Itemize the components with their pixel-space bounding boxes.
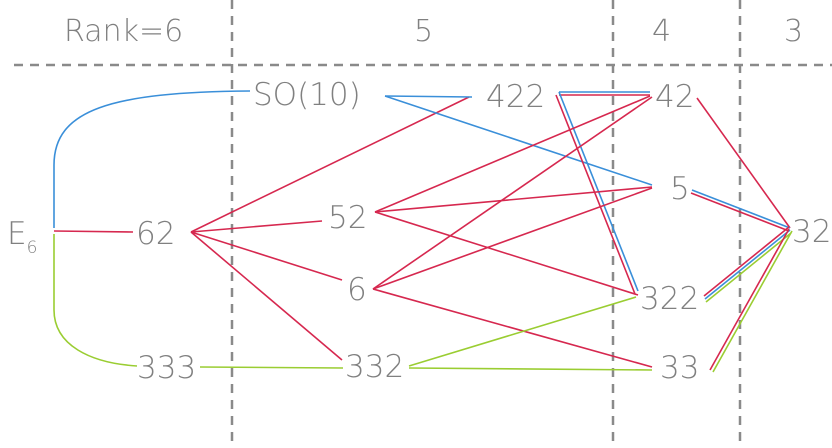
edge-5-32-red [690, 192, 790, 232]
rank-header-6: Rank=6 [64, 14, 183, 49]
edge-so10-422 [384, 95, 473, 98]
edge-62-52 [190, 220, 323, 233]
edge-6-42 [372, 96, 653, 290]
edge-322-32-red [703, 226, 790, 297]
rank-header-5: 5 [414, 14, 433, 49]
edge-332-322 [408, 296, 637, 367]
rank-header-3: 3 [784, 14, 803, 49]
edge-6-33 [372, 288, 653, 368]
grid-lines [14, 0, 832, 448]
edge-e6-62 [53, 230, 134, 233]
edge-33-32-green [712, 230, 793, 373]
edge-33-32-red [709, 228, 790, 371]
rank-headers: Rank=6 5 4 3 [64, 14, 803, 49]
rank-header-4: 4 [652, 14, 671, 49]
edge-322-32-green [705, 232, 792, 303]
node-33: 33 [660, 350, 699, 386]
node-5: 5 [670, 171, 690, 207]
edge-52-322 [374, 211, 639, 296]
edge-322-32-blue [704, 229, 791, 300]
node-322: 322 [640, 281, 699, 317]
node-52: 52 [328, 200, 367, 236]
node-422: 422 [486, 79, 545, 115]
edge-so10-5 [384, 95, 653, 186]
nodes: E6 62 333 SO(10) 422 52 6 332 42 5 322 3… [7, 77, 831, 386]
edge-332-33 [408, 367, 653, 371]
node-e6-subscript: 6 [27, 238, 38, 258]
edge-62-422 [190, 96, 470, 233]
edge-333-332 [199, 366, 344, 369]
edge-42-32 [696, 97, 791, 229]
node-333: 333 [137, 350, 196, 386]
edge-6-5 [372, 187, 653, 290]
node-332: 332 [345, 349, 404, 385]
node-42: 42 [655, 79, 694, 115]
edge-52-42 [374, 95, 651, 213]
edge-52-5 [374, 186, 653, 213]
node-e6: E6 [7, 216, 37, 258]
node-62: 62 [136, 216, 175, 252]
edge-62-332 [190, 231, 343, 361]
edges [53, 90, 793, 373]
node-32: 32 [792, 214, 831, 250]
edge-5-32-blue [691, 189, 791, 229]
edge-422-322-red [555, 94, 636, 295]
node-6: 6 [347, 272, 367, 308]
edge-e6-333 [53, 234, 138, 367]
edge-e6-so10 [53, 90, 251, 228]
edge-62-6 [190, 231, 343, 281]
node-so10: SO(10) [253, 77, 361, 113]
